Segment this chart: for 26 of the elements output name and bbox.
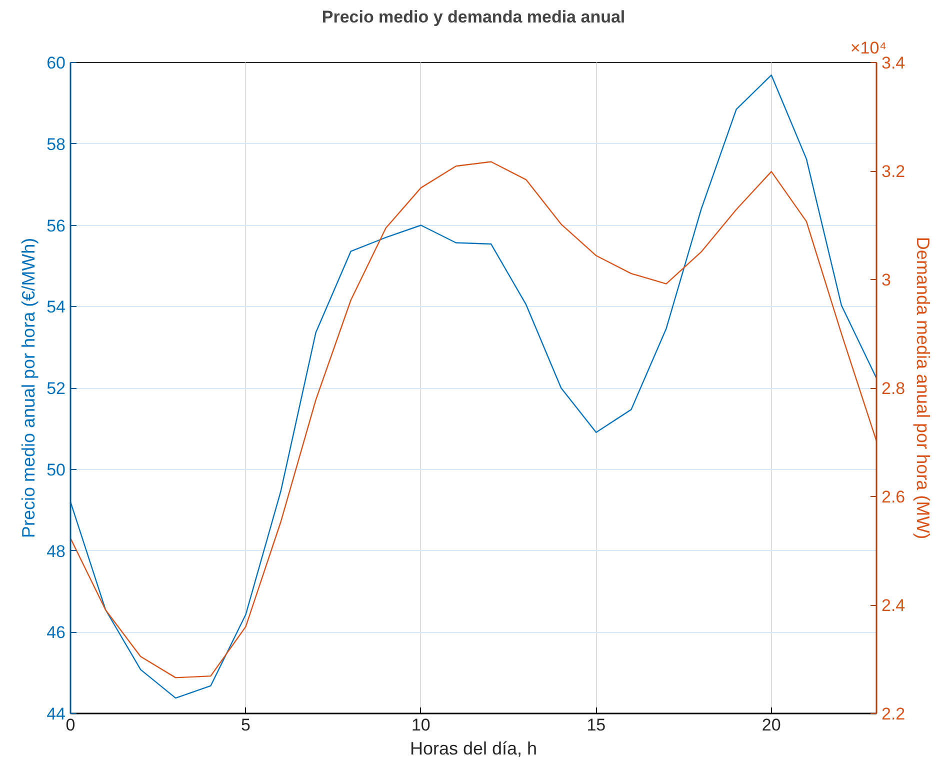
y2-tick-label: 2.8 bbox=[882, 379, 906, 398]
y-tick-label: 48 bbox=[46, 542, 66, 561]
x-axis-title: Horas del día, h bbox=[410, 738, 538, 758]
y-tick-label: 52 bbox=[46, 379, 66, 398]
x-tick-label: 20 bbox=[762, 716, 781, 734]
line-series bbox=[70, 161, 876, 678]
y2-axis-title: Demanda media anual por hora (MW) bbox=[913, 236, 934, 540]
y-tick-label: 54 bbox=[46, 298, 66, 317]
y-tick-label: 56 bbox=[46, 216, 66, 236]
x-tick-label: 15 bbox=[586, 716, 606, 734]
chart-title: Precio medio y demanda media anual bbox=[322, 8, 626, 26]
y-tick-label: 50 bbox=[46, 460, 66, 480]
y-axis-title: Precio medio anual por hora (€/MWh) bbox=[18, 238, 39, 538]
x-tick-label: 0 bbox=[66, 716, 76, 734]
y2-tick-label: 2.2 bbox=[882, 704, 906, 724]
y-tick-label: 58 bbox=[46, 134, 66, 154]
y-tick-label: 44 bbox=[46, 704, 66, 724]
y-tick-label: 60 bbox=[46, 54, 66, 72]
y2-tick-label: 2.6 bbox=[882, 488, 906, 506]
x-tick-label: 5 bbox=[240, 716, 250, 734]
x-tick-label: 10 bbox=[411, 716, 430, 734]
y-tick-label: 46 bbox=[46, 623, 66, 642]
y2-tick-label: 2.4 bbox=[882, 596, 906, 615]
line-series bbox=[70, 74, 876, 699]
y2-tick-label: 3.2 bbox=[882, 162, 906, 181]
y2-tick-label: 3 bbox=[882, 270, 891, 290]
